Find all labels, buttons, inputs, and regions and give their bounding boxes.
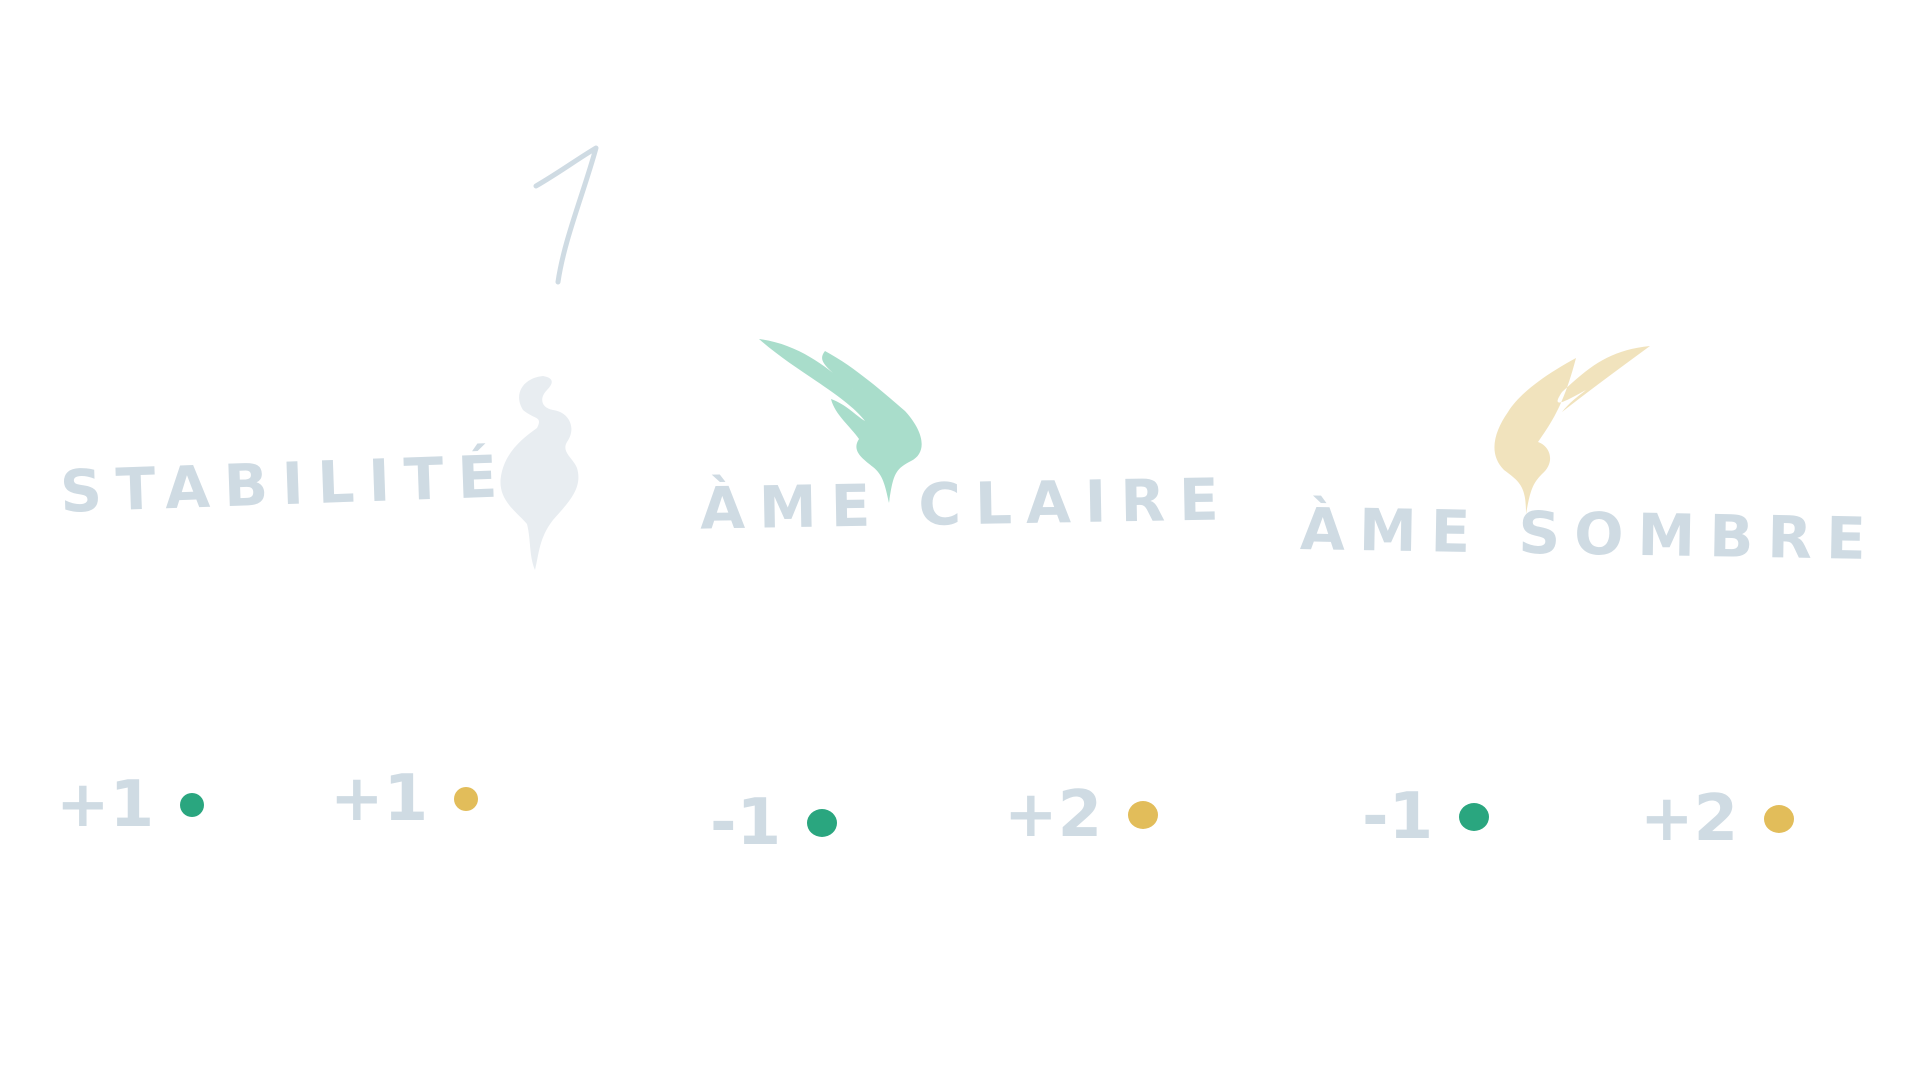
effect-value: -1 bbox=[1362, 780, 1434, 854]
effect-value: +1 bbox=[330, 762, 429, 836]
light-dot-icon bbox=[1459, 803, 1490, 831]
effect-value: +2 bbox=[1004, 778, 1103, 852]
light-soul-flame-icon bbox=[759, 339, 922, 503]
effect-stability-light: +1 bbox=[56, 768, 205, 842]
stability-shape-icon bbox=[500, 376, 579, 570]
dark-dot-icon bbox=[454, 787, 479, 811]
category-label-light-soul: ÀME CLAIRE bbox=[699, 465, 1234, 543]
effect-light-soul-light: -1 bbox=[710, 786, 838, 860]
effect-dark-soul-light: -1 bbox=[1362, 780, 1490, 854]
effect-dark-soul-dark: +2 bbox=[1640, 782, 1795, 856]
light-dot-icon bbox=[180, 793, 205, 817]
effect-stability-dark: +1 bbox=[330, 762, 479, 836]
light-dot-icon bbox=[807, 809, 838, 837]
dark-soul-flame-icon bbox=[1494, 346, 1650, 514]
dark-dot-icon bbox=[1128, 801, 1159, 829]
effect-value: +2 bbox=[1640, 782, 1739, 856]
effect-value: +1 bbox=[56, 768, 155, 842]
category-label-dark-soul: ÀME SOMBRE bbox=[1299, 494, 1881, 574]
effect-value: -1 bbox=[710, 786, 782, 860]
page-number-glyph: 1 bbox=[533, 145, 599, 285]
effect-light-soul-dark: +2 bbox=[1004, 778, 1159, 852]
dark-dot-icon bbox=[1764, 805, 1795, 833]
category-label-stability: STABILITÉ bbox=[58, 442, 513, 526]
